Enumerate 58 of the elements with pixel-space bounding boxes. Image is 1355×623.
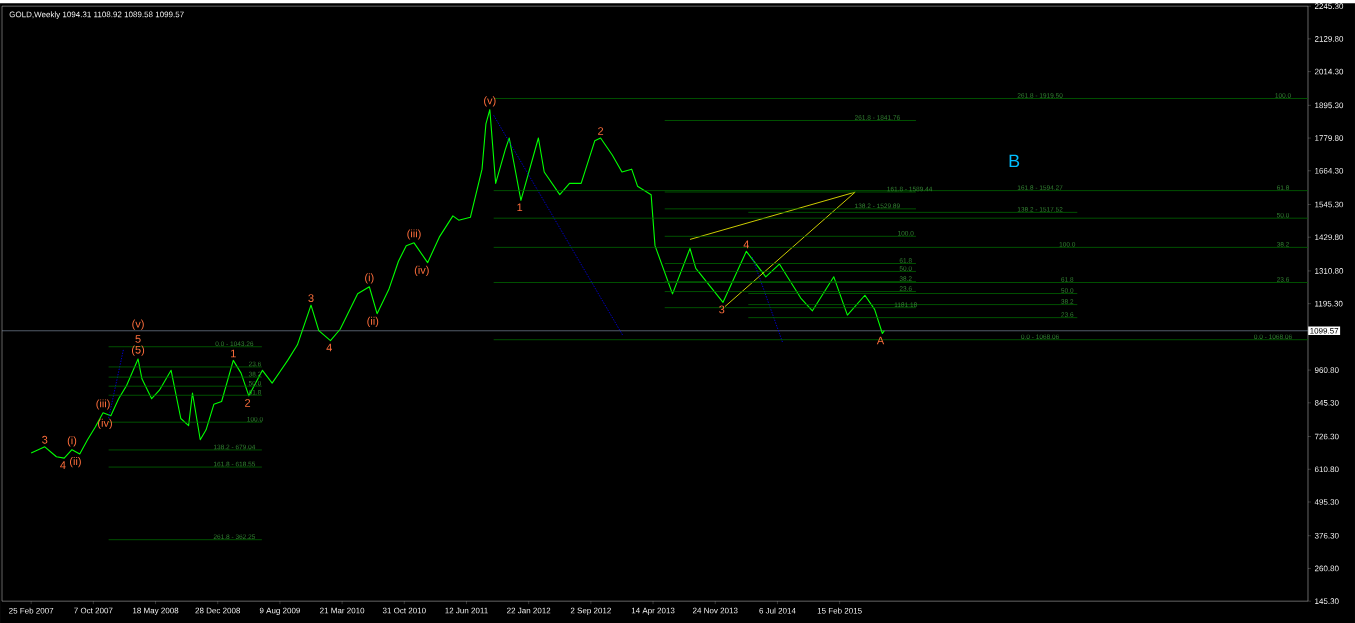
annotation: (v) (484, 96, 496, 107)
x-tick-label: 6 Jul 2014 (759, 607, 796, 614)
annotation: 1 (231, 349, 236, 358)
y-tick-label: 1664.30 (1315, 167, 1344, 174)
text: GOLD,Weekly 1094.31 1108.92 1089.58 1099.57 (9, 11, 184, 19)
x-tick-label: 12 Jun 2011 (445, 607, 488, 614)
annotation: 3 (308, 294, 314, 302)
y-tick-label: 260.80 (1314, 565, 1339, 572)
annotation: (i) (365, 273, 374, 284)
x-tick-label: 7 Oct 2007 (74, 607, 113, 614)
x-tick-label: 9 Aug 2009 (259, 607, 300, 615)
x-tick-label: 15 Feb 2015 (817, 607, 862, 614)
y-tick-label: 1429.80 (1315, 234, 1344, 240)
y-tick-label: 845.30 (1314, 399, 1339, 406)
annotation: B (1009, 154, 1020, 167)
y-tick-label: 2129.80 (1314, 35, 1344, 42)
annotation: (iv) (98, 418, 112, 430)
ref-line-label: 1099.57 (1310, 327, 1339, 334)
y-tick-label: 1545.30 (1315, 201, 1344, 208)
annotation: (i) (67, 436, 77, 447)
x-tick-label: 22 Jan 2012 (507, 607, 551, 614)
x-tick-label: 21 Mar 2010 (320, 607, 365, 614)
y-tick-label: 145.30 (1315, 598, 1339, 604)
y-tick-label: 610.80 (1314, 466, 1339, 473)
annotation: 2 (245, 398, 251, 407)
annotation: (iv) (414, 265, 429, 277)
y-tick-label: 2014.30 (1314, 68, 1344, 75)
annotation: 2 (598, 127, 604, 135)
y-tick-label: 1195.30 (1315, 300, 1343, 307)
annotation: (5) (132, 345, 145, 356)
annotation: 3 (42, 435, 48, 444)
annotation: (ii) (367, 316, 379, 328)
annotation: 5 (135, 335, 141, 343)
y-tick-label: 960.80 (1314, 367, 1339, 373)
annotation: 4 (743, 240, 750, 249)
annotation: 4 (60, 461, 66, 469)
y-tick-label: 1895.30 (1315, 102, 1344, 109)
annotation: 4 (326, 343, 332, 352)
x-tick-label: 2 Sep 2012 (570, 607, 611, 615)
x-tick-label: 14 Apr 2013 (631, 607, 675, 615)
y-tick-label: 1779.80 (1315, 135, 1344, 141)
y-tick-label: 376.30 (1314, 532, 1339, 539)
y-tick-label: 495.30 (1314, 499, 1339, 505)
y-tick-label: 2245.30 (1314, 3, 1344, 9)
annotation: 1 (517, 203, 523, 212)
annotation: (ii) (70, 457, 81, 468)
y-tick-label: 1310.80 (1315, 268, 1344, 274)
annotation: (iii) (96, 399, 110, 410)
x-tick-label: 31 Oct 2010 (382, 607, 426, 614)
annotation: (iii) (407, 229, 421, 240)
annotation: (v) (132, 319, 144, 330)
y-tick-label: 726.30 (1314, 433, 1339, 440)
x-tick-label: 18 May 2008 (133, 607, 179, 615)
annotation: 3 (719, 305, 725, 314)
x-tick-label: 24 Nov 2013 (692, 607, 738, 614)
x-tick-label: 28 Dec 2008 (195, 607, 241, 614)
annotation: A (876, 336, 885, 345)
x-tick-label: 25 Feb 2007 (9, 607, 54, 614)
